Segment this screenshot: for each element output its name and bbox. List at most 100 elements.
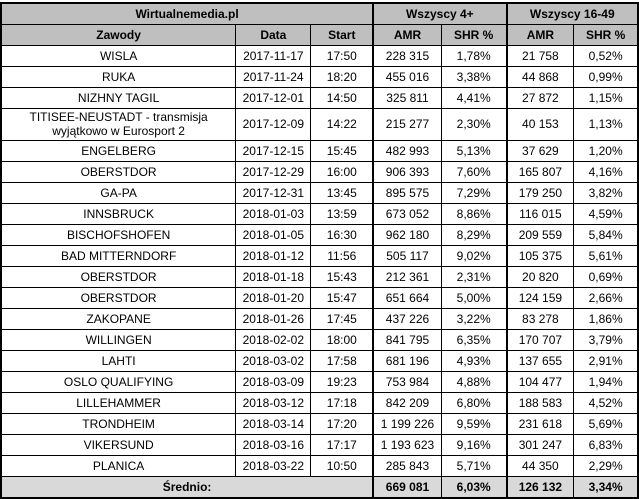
shr-4plus-cell: 5,71% (440, 454, 508, 477)
shr-16-49-cell: 0,52% (573, 45, 639, 67)
event-cell: WILLINGEN (0, 328, 237, 351)
table-row: TITISEE-NEUSTADT - transmisja wyjątkowo … (0, 108, 639, 141)
start-time-cell: 15:43 (310, 265, 374, 288)
start-time-cell: 14:50 (310, 87, 374, 109)
date-cell: 2018-01-18 (235, 265, 312, 288)
date-cell: 2018-03-22 (235, 454, 312, 477)
shr-16-49-cell: 6,83% (573, 433, 639, 456)
table-row: LILLEHAMMER 2018-03-12 17:18 842 209 6,80% 18… (0, 391, 639, 414)
group-header-all-4plus: Wszyscy 4+ (372, 2, 508, 25)
amr-16-49-cell: 44 868 (505, 66, 575, 88)
shr-4plus-cell: 2,30% (440, 108, 508, 141)
amr-4plus-cell: 285 843 (372, 454, 442, 477)
event-cell: BAD MITTERNDORF (0, 244, 237, 267)
start-time-cell: 18:00 (310, 328, 374, 351)
shr-16-49-cell: 1,94% (573, 370, 639, 393)
shr-16-49-cell: 1,20% (573, 139, 639, 162)
column-header-data: Data (235, 24, 312, 46)
event-cell: VIKERSUND (0, 433, 237, 456)
shr-16-49-cell: 4,16% (573, 160, 639, 183)
shr-4plus-cell: 1,78% (440, 45, 508, 67)
table-row: ZAKOPANE 2018-01-26 17:45 437 226 3,22% 83 27… (0, 307, 639, 330)
event-cell: TITISEE-NEUSTADT - transmisja wyjątkowo … (0, 108, 237, 141)
shr-4plus-cell: 5,00% (440, 286, 508, 309)
amr-4plus-cell: 841 795 (372, 328, 442, 351)
shr-4plus-cell: 6,35% (440, 328, 508, 351)
event-cell: BISCHOFSHOFEN (0, 223, 237, 246)
shr-4plus-cell: 7,29% (440, 181, 508, 204)
shr-4plus-cell: 4,93% (440, 349, 508, 372)
start-time-cell: 19:23 (310, 370, 374, 393)
date-cell: 2017-12-31 (235, 181, 312, 204)
start-time-cell: 15:47 (310, 286, 374, 309)
start-time-cell: 16:30 (310, 223, 374, 246)
amr-16-49-cell: 40 153 (505, 108, 575, 141)
column-header-zawody: Zawody (0, 24, 237, 46)
date-cell: 2018-01-26 (235, 307, 312, 330)
event-cell: WISLA (0, 45, 237, 67)
start-time-cell: 16:00 (310, 160, 374, 183)
table-row: INNSBRUCK 2018-01-03 13:59 673 052 8,86% 116 … (0, 202, 639, 225)
table-header: Wirtualnemedia.pl Wszyscy 4+ Wszyscy 16-… (0, 2, 639, 46)
event-cell: PLANICA (0, 454, 237, 477)
amr-16-49-cell: 124 159 (505, 286, 575, 309)
table-row: ENGELBERG 2017-12-15 15:45 482 993 5,13% 37 6… (0, 139, 639, 162)
table-row: BAD MITTERNDORF 2018-01-12 11:56 505 117 9,0… (0, 244, 639, 267)
event-cell: INNSBRUCK (0, 202, 237, 225)
shr-16-49-cell: 3,82% (573, 181, 639, 204)
table-row: WILLINGEN 2018-02-02 18:00 841 795 6,35% 170 … (0, 328, 639, 351)
shr-4plus-cell: 9,02% (440, 244, 508, 267)
shr-4plus-cell: 4,88% (440, 370, 508, 393)
amr-4plus-cell: 437 226 (372, 307, 442, 330)
amr-16-49-cell: 231 618 (505, 412, 575, 435)
shr-4plus-cell: 3,22% (440, 307, 508, 330)
amr-16-49-cell: 21 758 (505, 45, 575, 67)
table-row: GA-PA 2017-12-31 13:45 895 575 7,29% 179 250 3… (0, 181, 639, 204)
shr-4plus-cell: 5,13% (440, 139, 508, 162)
event-cell: ZAKOPANE (0, 307, 237, 330)
start-time-cell: 11:56 (310, 244, 374, 267)
shr-4plus-cell: 6,80% (440, 391, 508, 414)
shr-16-49-cell: 5,69% (573, 412, 639, 435)
event-cell: RUKA (0, 66, 237, 88)
source-title: Wirtualnemedia.pl (0, 2, 374, 25)
shr-4plus-cell: 7,60% (440, 160, 508, 183)
date-cell: 2018-01-03 (235, 202, 312, 225)
average-shr-16-49: 3,34% (573, 475, 639, 499)
date-cell: 2017-12-15 (235, 139, 312, 162)
shr-16-49-cell: 0,99% (573, 66, 639, 88)
amr-16-49-cell: 83 278 (505, 307, 575, 330)
amr-4plus-cell: 842 209 (372, 391, 442, 414)
start-time-cell: 14:22 (310, 108, 374, 141)
table-row: BISCHOFSHOFEN 2018-01-05 16:30 962 180 8,29%… (0, 223, 639, 246)
start-time-cell: 10:50 (310, 454, 374, 477)
date-cell: 2017-12-09 (235, 108, 312, 141)
average-amr-4plus: 669 081 (372, 475, 442, 499)
table-row: PLANICA 2018-03-22 10:50 285 843 5,71% 44 350… (0, 454, 639, 477)
shr-4plus-cell: 3,38% (440, 66, 508, 88)
table-row: LAHTI 2018-03-02 17:58 681 196 4,93% 137 655 2… (0, 349, 639, 372)
shr-4plus-cell: 9,16% (440, 433, 508, 456)
table-row: OSLO QUALIFYING 2018-03-09 19:23 753 984 4,8… (0, 370, 639, 393)
source-row: Wirtualnemedia.pl Wszyscy 4+ Wszyscy 16-… (0, 2, 639, 25)
date-cell: 2018-01-05 (235, 223, 312, 246)
shr-4plus-cell: 4,41% (440, 87, 508, 109)
amr-16-49-cell: 116 015 (505, 202, 575, 225)
column-header-shr-16-49: SHR % (573, 24, 639, 46)
event-cell: OBERSTDOR (0, 160, 237, 183)
column-header-shr-4plus: SHR % (440, 24, 508, 46)
event-cell: OSLO QUALIFYING (0, 370, 237, 393)
start-time-cell: 17:58 (310, 349, 374, 372)
amr-4plus-cell: 1 199 226 (372, 412, 442, 435)
start-time-cell: 17:50 (310, 45, 374, 67)
table-row: RUKA 2017-11-24 18:20 455 016 3,38% 44 868 0,9… (0, 66, 639, 88)
shr-16-49-cell: 3,79% (573, 328, 639, 351)
amr-16-49-cell: 37 629 (505, 139, 575, 162)
amr-16-49-cell: 104 477 (505, 370, 575, 393)
date-cell: 2018-03-16 (235, 433, 312, 456)
date-cell: 2018-03-09 (235, 370, 312, 393)
amr-16-49-cell: 209 559 (505, 223, 575, 246)
event-cell: ENGELBERG (0, 139, 237, 162)
event-cell: TRONDHEIM (0, 412, 237, 435)
